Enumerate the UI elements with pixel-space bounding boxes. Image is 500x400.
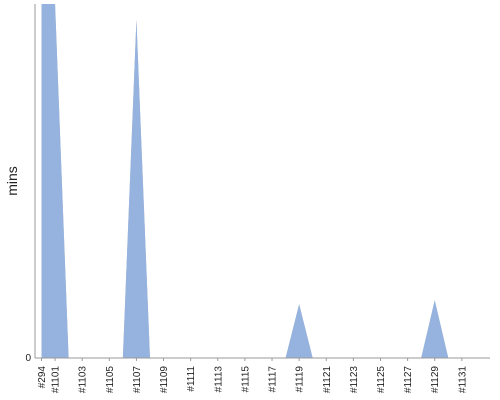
- area-series-1: [41, 4, 462, 358]
- x-tick-label: #1131: [457, 366, 468, 394]
- x-tick-label: #1107: [132, 366, 143, 394]
- x-tick-label: #1129: [430, 366, 441, 394]
- y-tick-label: 0: [25, 353, 31, 364]
- area-series-2: [41, 4, 462, 358]
- x-tick-label: #1125: [376, 366, 387, 394]
- areas-layer: [41, 4, 462, 358]
- x-tick-label: #1127: [403, 366, 414, 394]
- x-ticks: #294 #1101 #1103 #1105 #1107 #1109 #1111 #1113 #…: [37, 358, 468, 393]
- x-tick-label: #294: [37, 366, 48, 389]
- x-tick-label: #1115: [240, 366, 251, 393]
- x-tick-label: #1119: [295, 366, 306, 393]
- x-tick-label: #1121: [322, 366, 333, 394]
- x-tick-label: #1117: [268, 366, 279, 393]
- x-tick-label: #1109: [159, 366, 170, 394]
- x-tick-label: #1105: [105, 366, 116, 394]
- x-tick-label: #1101: [51, 366, 62, 394]
- y-ticks: 0: [25, 353, 31, 364]
- x-tick-label: #1103: [78, 366, 89, 394]
- y-axis-label: mins: [4, 166, 20, 196]
- x-tick-label: #1111: [186, 366, 197, 392]
- x-tick-label: #1123: [349, 366, 360, 394]
- x-tick-label: #1113: [213, 366, 224, 393]
